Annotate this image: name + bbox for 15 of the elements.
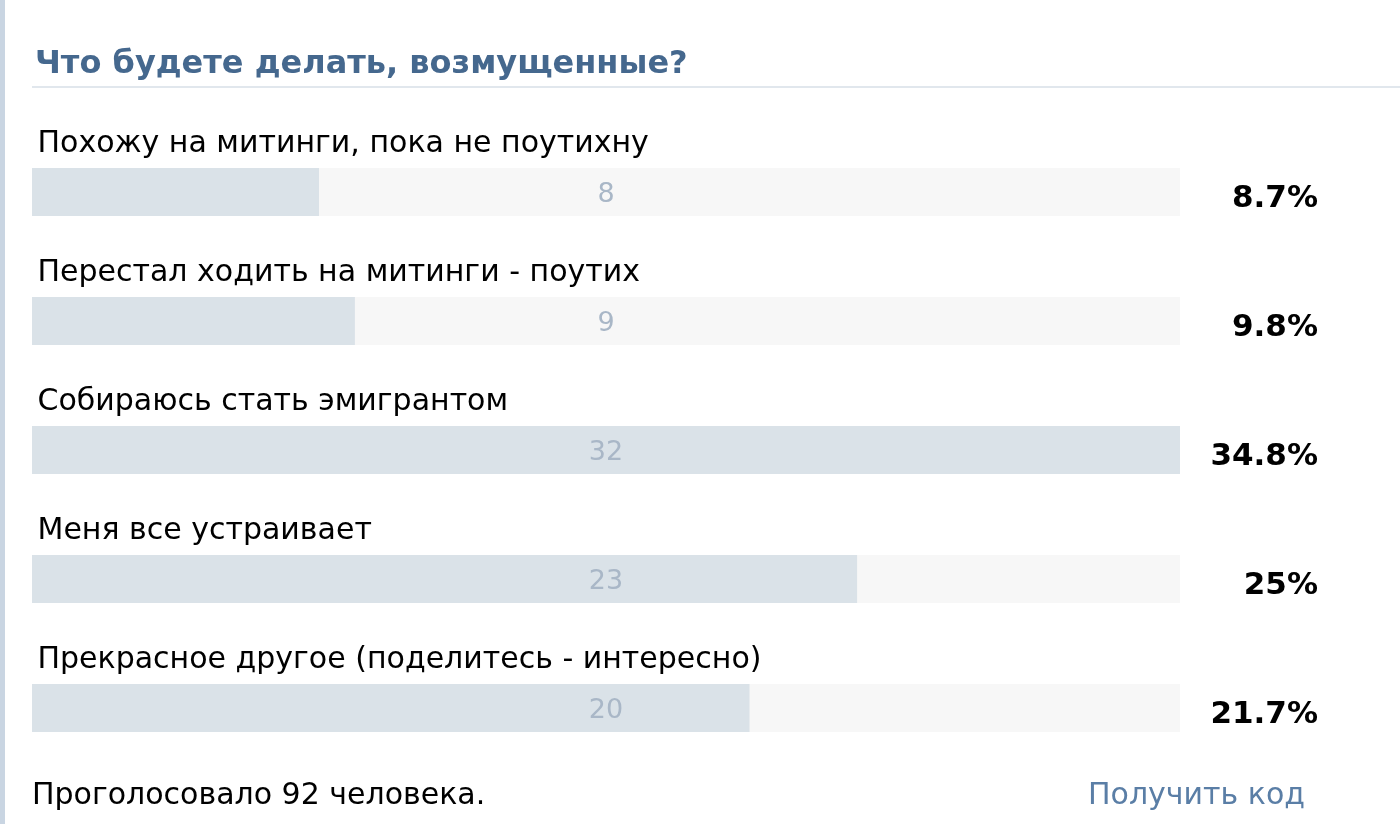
text: 9.8% <box>1232 307 1318 343</box>
y-tick-label: Прекрасное другое (поделитесь - интересно) <box>37 640 762 675</box>
y-tick-label: Собираюсь стать эмигрантом <box>37 382 509 417</box>
y-tick-label: Меня все устраивает <box>37 511 372 546</box>
annotation: Проголосовало 92 человека. <box>32 776 486 811</box>
annotation: Получить код <box>1088 776 1305 811</box>
data-label: 9 <box>597 306 615 337</box>
text: 8.7% <box>1232 178 1318 214</box>
text: 21.7% <box>1210 694 1318 730</box>
chart-title: Что будете делать, возмущенные? <box>35 42 688 81</box>
text: 25% <box>1243 565 1318 601</box>
data-label: 8 <box>597 177 615 208</box>
y-tick-label: Похожу на митинги, пока не поутихну <box>37 124 649 159</box>
text: 34.8% <box>1210 436 1318 472</box>
y-tick-label: Перестал ходить на митинги - поутих <box>37 253 640 288</box>
